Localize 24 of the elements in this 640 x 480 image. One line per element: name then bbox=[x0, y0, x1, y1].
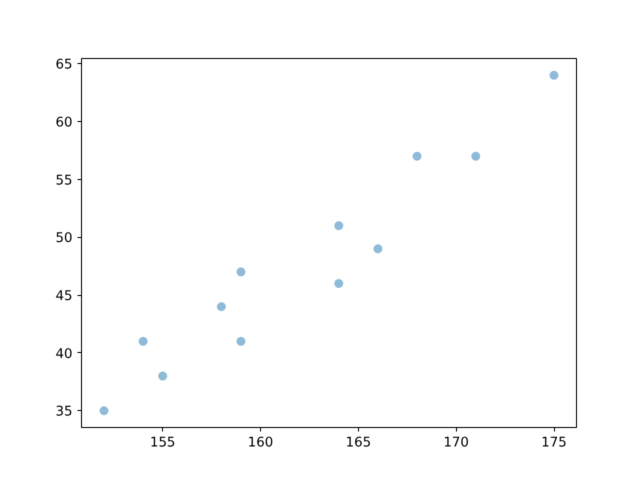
point bbox=[334, 221, 344, 230]
point bbox=[373, 244, 382, 254]
x-tick-label: 165 bbox=[346, 436, 372, 450]
y-tick-label: 65 bbox=[56, 58, 73, 73]
point bbox=[236, 267, 246, 276]
point bbox=[216, 302, 226, 312]
y-tick-label: 55 bbox=[56, 173, 73, 188]
y-tick-label: 40 bbox=[56, 346, 73, 362]
x-tick-label: 160 bbox=[248, 436, 274, 450]
point bbox=[158, 372, 168, 381]
x-tick-label: 170 bbox=[443, 436, 469, 450]
point bbox=[550, 70, 558, 80]
y-tick-label: 50 bbox=[56, 231, 73, 246]
point bbox=[138, 336, 148, 346]
point bbox=[100, 406, 108, 416]
point bbox=[236, 336, 246, 346]
x-tick-label: 155 bbox=[150, 436, 176, 450]
y-tick-label: 45 bbox=[56, 289, 73, 304]
y-tick-label: 60 bbox=[56, 116, 73, 131]
point bbox=[471, 152, 480, 161]
x-tick-label: 175 bbox=[541, 436, 567, 450]
y-tick-label: 35 bbox=[56, 404, 73, 420]
point bbox=[412, 152, 422, 161]
point bbox=[334, 278, 344, 288]
